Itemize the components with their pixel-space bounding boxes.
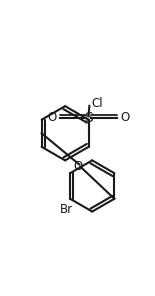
- Text: Br: Br: [60, 203, 73, 216]
- Text: O: O: [120, 111, 130, 124]
- Text: Cl: Cl: [92, 97, 103, 110]
- Text: O: O: [73, 160, 83, 173]
- Text: O: O: [48, 111, 57, 124]
- Text: S: S: [84, 111, 93, 125]
